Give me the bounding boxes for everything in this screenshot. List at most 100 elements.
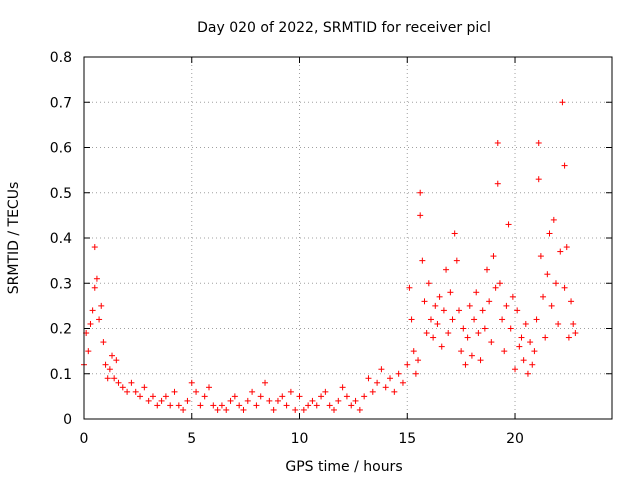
data-point — [218, 402, 225, 409]
data-point — [87, 320, 94, 327]
y-tick-label: 0.4 — [50, 231, 72, 247]
data-point — [132, 388, 139, 395]
data-point — [505, 221, 512, 228]
x-tick-label: 5 — [187, 431, 196, 447]
data-point — [292, 406, 299, 413]
data-point — [494, 139, 501, 146]
data-point — [318, 393, 325, 400]
y-tick-label: 0.7 — [50, 95, 72, 111]
data-point — [335, 397, 342, 404]
data-point — [387, 375, 394, 382]
data-point — [561, 162, 568, 169]
data-point — [115, 379, 122, 386]
data-point — [552, 280, 559, 287]
data-point — [492, 284, 499, 291]
chart-title: Day 020 of 2022, SRMTID for receiver pic… — [197, 20, 491, 36]
data-point — [322, 388, 329, 395]
data-point — [296, 393, 303, 400]
data-point — [106, 366, 113, 373]
data-point — [270, 406, 277, 413]
data-point — [391, 388, 398, 395]
data-point — [432, 302, 439, 309]
y-tick-label: 0.8 — [50, 50, 72, 66]
data-point — [149, 393, 156, 400]
data-point — [137, 393, 144, 400]
data-point — [279, 393, 286, 400]
x-tick-label: 20 — [506, 431, 524, 447]
data-point — [266, 397, 273, 404]
data-point — [91, 284, 98, 291]
data-point — [339, 384, 346, 391]
data-point — [313, 402, 320, 409]
data-point — [473, 289, 480, 296]
data-point — [445, 330, 452, 337]
data-point — [460, 325, 467, 332]
data-point — [507, 325, 514, 332]
data-point — [546, 230, 553, 237]
data-point — [193, 388, 200, 395]
data-point — [167, 402, 174, 409]
data-point — [244, 397, 251, 404]
data-point — [496, 280, 503, 287]
data-point — [162, 393, 169, 400]
data-point — [104, 375, 111, 382]
data-point — [89, 307, 96, 314]
data-point — [343, 393, 350, 400]
data-point — [96, 316, 103, 323]
data-point — [475, 330, 482, 337]
data-point — [419, 257, 426, 264]
data-point — [514, 307, 521, 314]
data-point — [449, 316, 456, 323]
data-point — [257, 393, 264, 400]
data-point — [417, 189, 424, 196]
data-point — [287, 388, 294, 395]
data-point — [410, 348, 417, 355]
data-point — [440, 307, 447, 314]
data-point — [555, 320, 562, 327]
data-point — [484, 266, 491, 273]
data-point — [447, 289, 454, 296]
data-point — [533, 316, 540, 323]
data-point — [464, 334, 471, 341]
y-tick-label: 0 — [63, 412, 72, 428]
data-point — [326, 402, 333, 409]
data-point — [503, 302, 510, 309]
data-point — [537, 253, 544, 260]
data-point — [434, 320, 441, 327]
data-point — [111, 375, 118, 382]
data-point — [415, 357, 422, 364]
data-point — [180, 406, 187, 413]
data-point — [91, 244, 98, 251]
data-point — [455, 307, 462, 314]
data-point — [477, 357, 484, 364]
data-point — [240, 406, 247, 413]
data-point — [141, 384, 148, 391]
data-point — [516, 343, 523, 350]
data-point — [197, 402, 204, 409]
data-point — [399, 379, 406, 386]
data-point — [175, 402, 182, 409]
data-point — [488, 339, 495, 346]
data-point — [436, 293, 443, 300]
data-point — [531, 348, 538, 355]
x-axis-ticks: 0 5 10 15 20 — [80, 57, 524, 447]
data-point — [128, 379, 135, 386]
data-point — [568, 298, 575, 305]
data-point — [85, 348, 92, 355]
data-point — [499, 316, 506, 323]
data-point — [501, 348, 508, 355]
x-tick-label: 0 — [80, 431, 89, 447]
data-point — [451, 230, 458, 237]
data-point — [171, 388, 178, 395]
data-point — [158, 397, 165, 404]
data-point — [356, 406, 363, 413]
data-point — [374, 379, 381, 386]
data-point — [561, 284, 568, 291]
data-point — [512, 366, 519, 373]
data-point — [205, 384, 212, 391]
data-point — [188, 379, 195, 386]
data-point — [330, 406, 337, 413]
data-point — [522, 320, 529, 327]
data-point — [479, 307, 486, 314]
